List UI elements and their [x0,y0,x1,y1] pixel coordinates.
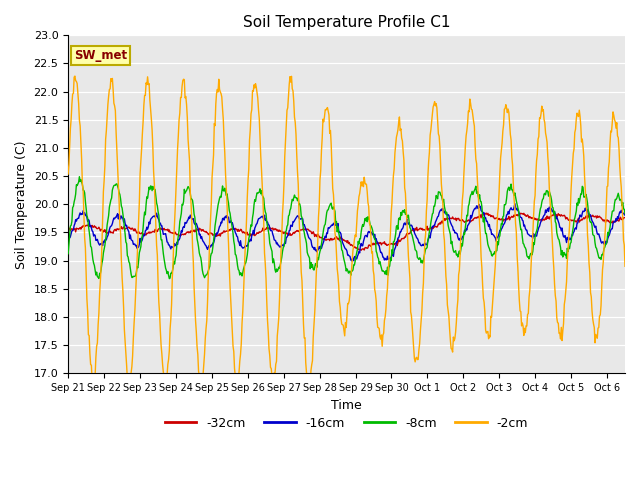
Y-axis label: Soil Temperature (C): Soil Temperature (C) [15,140,28,269]
Text: SW_met: SW_met [74,49,127,62]
X-axis label: Time: Time [332,398,362,412]
Legend: -32cm, -16cm, -8cm, -2cm: -32cm, -16cm, -8cm, -2cm [160,412,533,435]
Title: Soil Temperature Profile C1: Soil Temperature Profile C1 [243,15,451,30]
